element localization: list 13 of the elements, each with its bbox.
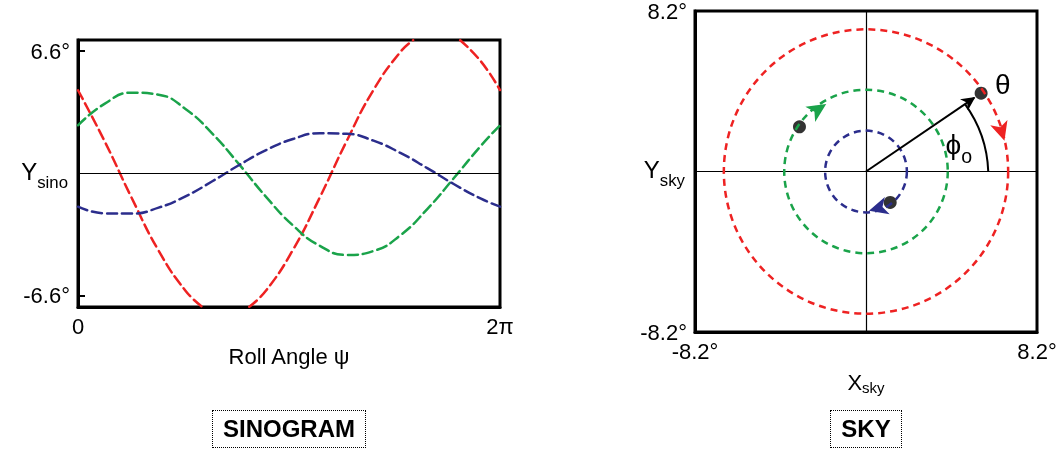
text: SKY	[830, 410, 902, 448]
line-series	[76, 91, 502, 257]
text: SINOGRAM	[212, 410, 366, 448]
y-axis-title: Y$_{sky}$	[643, 155, 686, 190]
annotation: θ	[995, 69, 1011, 101]
y-tick-label: -6.6°	[23, 283, 70, 309]
y-axis-title: Y$_{sino}$	[21, 157, 68, 192]
x-axis-title: Roll Angle ψ	[228, 343, 350, 369]
y-tick-label: 6.6°	[30, 38, 70, 64]
annotation: ϕ$_{o}$	[945, 128, 973, 167]
x-tick-label: 2π	[486, 313, 514, 339]
x-tick-label: 0	[71, 313, 85, 339]
line-series	[76, 132, 502, 215]
